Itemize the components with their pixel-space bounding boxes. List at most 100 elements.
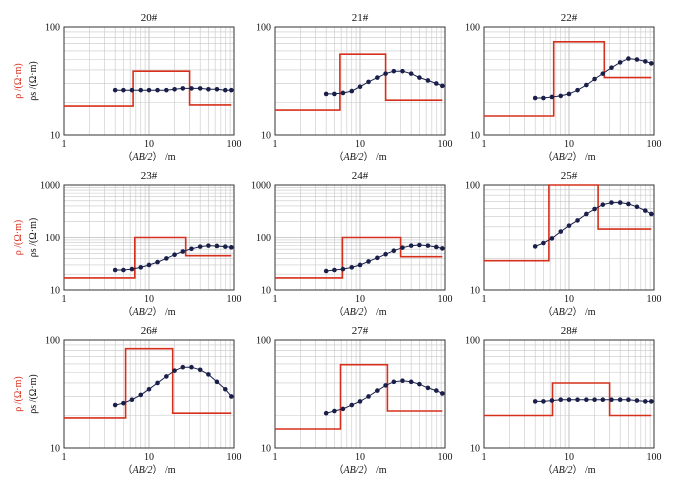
y-tick-label: 100 bbox=[256, 233, 271, 244]
y-tick-label: 10 bbox=[470, 444, 480, 455]
apparent-resistivity-point bbox=[164, 374, 169, 379]
apparent-resistivity-point bbox=[214, 243, 220, 249]
apparent-resistivity-point bbox=[172, 368, 177, 373]
apparent-resistivity-point bbox=[222, 87, 228, 93]
y-axis-label-rhos: ρs /(Ω·m) bbox=[28, 218, 39, 257]
x-tick-label: 1 bbox=[62, 139, 67, 150]
apparent-resistivity-point bbox=[383, 251, 388, 257]
apparent-resistivity-point bbox=[189, 86, 194, 91]
panel-title: 24# bbox=[352, 170, 369, 182]
apparent-resistivity-point bbox=[129, 87, 135, 93]
panel-title: 26# bbox=[141, 325, 158, 337]
apparent-resistivity-point bbox=[617, 397, 623, 403]
apparent-resistivity-point bbox=[642, 399, 648, 404]
apparent-resistivity-point bbox=[375, 388, 380, 393]
apparent-resistivity-point bbox=[575, 397, 580, 403]
apparent-resistivity-point bbox=[626, 397, 631, 403]
apparent-resistivity-point bbox=[400, 68, 405, 74]
apparent-resistivity-point bbox=[383, 71, 388, 76]
apparent-resistivity-point bbox=[433, 388, 439, 393]
apparent-resistivity-point bbox=[549, 236, 555, 241]
y-axis-label-rho: ρ /(Ω·m) bbox=[13, 376, 24, 411]
panel-title: 27# bbox=[352, 325, 369, 337]
apparent-resistivity-point bbox=[229, 394, 234, 399]
gridlines bbox=[275, 27, 445, 135]
apparent-resistivity-point bbox=[332, 91, 337, 97]
apparent-resistivity-point bbox=[129, 397, 135, 403]
apparent-resistivity-point bbox=[129, 266, 135, 272]
panel-title: 25# bbox=[561, 170, 578, 182]
apparent-resistivity-point bbox=[189, 246, 194, 252]
x-tick-label: 1 bbox=[273, 294, 278, 305]
apparent-resistivity-point bbox=[433, 81, 439, 86]
apparent-resistivity-point bbox=[222, 244, 228, 249]
apparent-resistivity-point bbox=[417, 75, 422, 80]
apparent-resistivity-point bbox=[440, 246, 445, 251]
apparent-resistivity-point bbox=[197, 367, 203, 373]
x-axis-label: （AB/2） /m bbox=[542, 306, 595, 318]
apparent-resistivity-point bbox=[229, 245, 234, 250]
apparent-resistivity-point bbox=[222, 386, 228, 392]
x-tick-label: 10 bbox=[564, 139, 574, 150]
model-resistivity-line bbox=[484, 184, 652, 262]
x-tick-label: 10 bbox=[355, 294, 365, 305]
apparent-resistivity-point bbox=[592, 206, 597, 212]
apparent-resistivity-point bbox=[180, 86, 186, 91]
apparent-resistivity-point bbox=[600, 71, 606, 76]
model-resistivity-line bbox=[64, 236, 232, 279]
apparent-resistivity-point bbox=[417, 381, 422, 387]
apparent-resistivity-point bbox=[366, 259, 371, 264]
apparent-resistivity-point bbox=[375, 255, 380, 261]
y-tick-label: 100 bbox=[256, 23, 271, 34]
apparent-resistivity-point bbox=[349, 265, 355, 270]
y-axis-label-rhos: ρs /(Ω·m) bbox=[28, 374, 39, 413]
x-axis-label: （AB/2） /m bbox=[122, 464, 175, 476]
y-tick-label: 100 bbox=[256, 336, 271, 347]
apparent-resistivity-point bbox=[391, 248, 397, 254]
y-tick-label: 10 bbox=[470, 286, 480, 297]
apparent-resistivity-point bbox=[391, 379, 397, 385]
x-tick-label: 10 bbox=[564, 452, 574, 463]
apparent-resistivity-point bbox=[214, 86, 220, 92]
x-tick-label: 100 bbox=[227, 139, 242, 150]
apparent-resistivity-point bbox=[112, 87, 118, 93]
x-axis-label: （AB/2） /m bbox=[333, 151, 386, 163]
apparent-resistivity-point bbox=[146, 386, 152, 392]
apparent-resistivity-point bbox=[172, 86, 177, 92]
apparent-resistivity-point bbox=[617, 60, 623, 65]
plot-frame bbox=[63, 339, 235, 449]
apparent-resistivity-point bbox=[172, 252, 177, 258]
apparent-resistivity-point bbox=[138, 392, 144, 398]
apparent-resistivity-point bbox=[558, 93, 564, 99]
x-tick-label: 10 bbox=[144, 452, 154, 463]
apparent-resistivity-point bbox=[340, 406, 346, 412]
apparent-resistivity-point bbox=[214, 379, 220, 385]
apparent-resistivity-point bbox=[180, 249, 186, 254]
apparent-resistivity-point bbox=[433, 244, 439, 250]
apparent-resistivity-point bbox=[112, 402, 118, 408]
gridlines bbox=[64, 185, 234, 290]
plot-frame bbox=[274, 26, 446, 136]
apparent-resistivity-point bbox=[180, 364, 186, 370]
apparent-resistivity-point bbox=[112, 267, 118, 273]
apparent-resistivity-point bbox=[400, 245, 405, 250]
apparent-resistivity-point bbox=[164, 87, 169, 93]
apparent-resistivity-point bbox=[575, 218, 580, 223]
apparent-resistivity-point bbox=[323, 91, 329, 97]
y-tick-label: 100 bbox=[45, 23, 60, 34]
apparent-resistivity-point bbox=[584, 397, 589, 403]
apparent-resistivity-point bbox=[634, 57, 640, 62]
y-axis-label-rho: ρ /(Ω·m) bbox=[13, 63, 24, 98]
y-tick-label: 10 bbox=[50, 286, 60, 297]
apparent-resistivity-point bbox=[600, 397, 606, 403]
apparent-resistivity-point bbox=[138, 265, 144, 270]
x-tick-label: 100 bbox=[647, 139, 662, 150]
apparent-resistivity-point bbox=[366, 394, 371, 399]
apparent-resistivity-point bbox=[617, 200, 623, 205]
